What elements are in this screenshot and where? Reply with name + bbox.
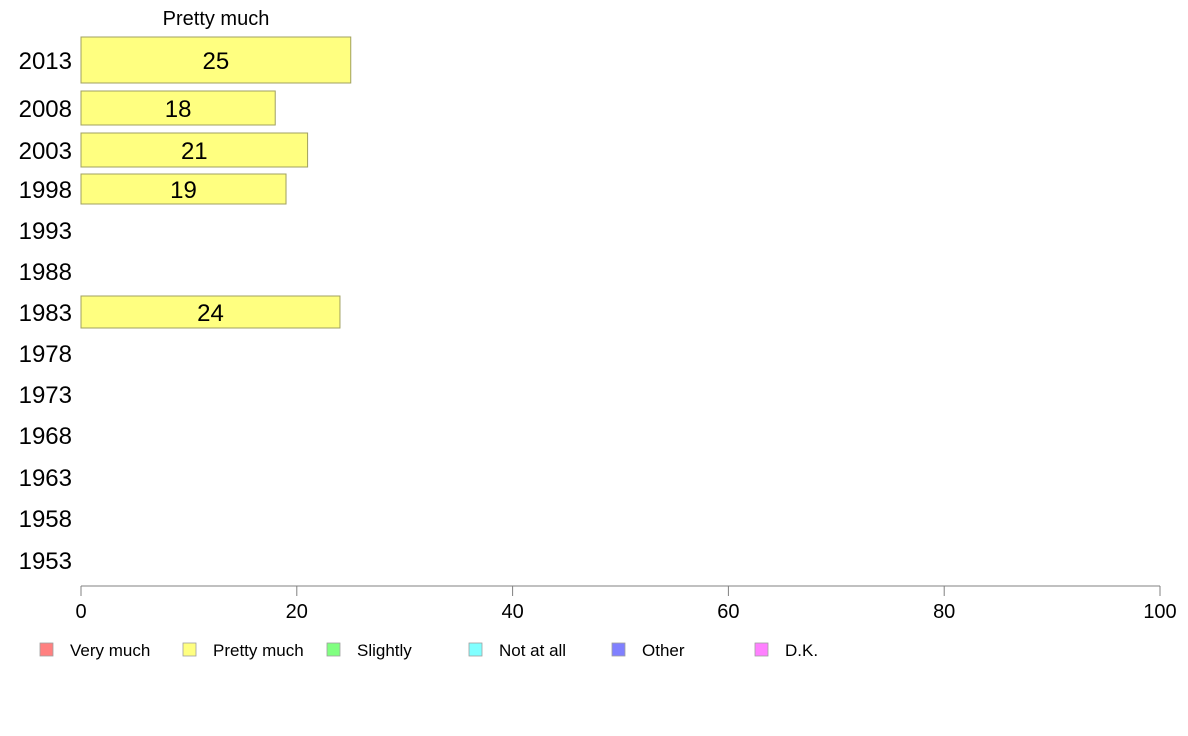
bar-2003 — [80, 132, 309, 168]
x-tick-label-80: 80 — [933, 601, 955, 623]
year-label-2003: 2003 — [19, 138, 72, 165]
year-label-1998: 1998 — [19, 177, 72, 204]
bar-1998 — [80, 173, 287, 205]
bar-1983 — [80, 295, 341, 329]
legend-label-very-much: Very much — [70, 641, 150, 660]
year-label-2013: 2013 — [19, 48, 72, 75]
legend-swatch-pretty-much — [182, 642, 197, 657]
bar-value-label-2003: 21 — [181, 138, 208, 165]
year-label-1983: 1983 — [19, 300, 72, 327]
chart-title: Pretty much — [163, 8, 270, 30]
year-label-1958: 1958 — [19, 506, 72, 533]
bar-value-label-2013: 25 — [203, 48, 230, 75]
x-tick-label-20: 20 — [286, 601, 308, 623]
year-label-1968: 1968 — [19, 423, 72, 450]
legend-swatch-d-k — [754, 642, 769, 657]
bar-value-label-1998: 19 — [170, 177, 197, 204]
legend-swatch-slightly — [326, 642, 341, 657]
legend-swatch-other — [611, 642, 626, 657]
year-label-2008: 2008 — [19, 96, 72, 123]
legend-label-d-k: D.K. — [785, 641, 818, 660]
year-label-1993: 1993 — [19, 218, 72, 245]
x-axis: 0 20 40 60 80 100 — [75, 585, 1177, 623]
bars: 25 18 21 19 24 — [80, 36, 352, 329]
legend-label-pretty-much: Pretty much — [213, 641, 304, 660]
x-tick-label-100: 100 — [1143, 601, 1176, 623]
legend: Very much Pretty much Slightly Not at all Ot… — [39, 641, 818, 660]
x-tick-label-40: 40 — [501, 601, 523, 623]
bar-value-label-1983: 24 — [197, 300, 224, 327]
x-tick-label-0: 0 — [75, 601, 86, 623]
year-label-1953: 1953 — [19, 548, 72, 575]
year-label-1973: 1973 — [19, 382, 72, 409]
bar-value-label-2008: 18 — [165, 96, 192, 123]
legend-label-not-at-all: Not at all — [499, 641, 566, 660]
x-tick-label-60: 60 — [717, 601, 739, 623]
legend-label-other: Other — [642, 641, 685, 660]
year-labels: 2013 2008 2003 1998 1993 1988 1983 1978 1973 1968… — [19, 48, 72, 575]
year-label-1963: 1963 — [19, 465, 72, 492]
year-label-1988: 1988 — [19, 259, 72, 286]
legend-swatch-very-much — [39, 642, 54, 657]
year-label-1978: 1978 — [19, 341, 72, 368]
bar-2008 — [80, 90, 276, 126]
bar-2013 — [80, 36, 352, 84]
legend-label-slightly: Slightly — [357, 641, 412, 660]
legend-swatch-not-at-all — [468, 642, 483, 657]
